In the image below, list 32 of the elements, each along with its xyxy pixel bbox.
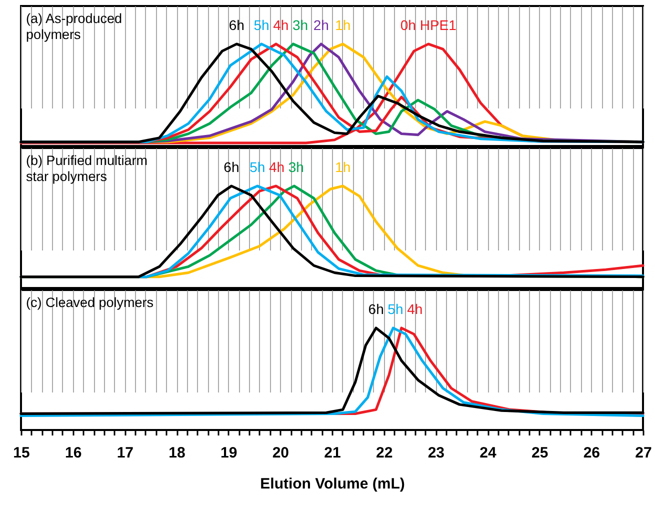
x-tick-label: 21 bbox=[324, 444, 341, 462]
series-label: 3h bbox=[292, 17, 308, 33]
x-tick-label: 19 bbox=[220, 444, 238, 462]
x-tick-label: 26 bbox=[583, 444, 600, 462]
x-tick-label: 23 bbox=[428, 444, 445, 462]
series-label: 5h bbox=[254, 17, 270, 33]
x-tick-label: 15 bbox=[13, 444, 30, 462]
x-tick-label: 18 bbox=[168, 444, 186, 462]
series-label: 6h bbox=[224, 159, 240, 175]
series-label: 1h bbox=[335, 17, 351, 33]
x-tick-label: 25 bbox=[531, 444, 548, 462]
x-tick-label: 20 bbox=[272, 444, 290, 462]
series-label: 5h bbox=[250, 159, 266, 175]
chart-title: (b) Purified multiarm star polymers bbox=[26, 153, 148, 184]
series-label: 6h bbox=[368, 301, 384, 317]
x-tick-label: 24 bbox=[480, 444, 497, 462]
x-tick-label: 17 bbox=[116, 444, 134, 462]
x-tick-label: 22 bbox=[376, 444, 393, 462]
series-label: 0h HPE1 bbox=[400, 17, 457, 33]
series-label: 5h bbox=[388, 301, 404, 317]
series-label: 6h bbox=[228, 17, 244, 33]
x-tick-label: 27 bbox=[635, 444, 652, 462]
chart-title: (a) As-produced polymers bbox=[26, 11, 122, 42]
x-tick-label: 16 bbox=[64, 444, 82, 462]
chart-title: (c) Cleaved polymers bbox=[26, 295, 154, 310]
series-label: 2h bbox=[313, 17, 329, 33]
series-label: 4h bbox=[407, 301, 423, 317]
x-axis-title: Elution Volume (mL) bbox=[260, 476, 405, 492]
series-label: 1h bbox=[335, 159, 351, 175]
series-label: 4h bbox=[268, 159, 285, 175]
series-label: 4h bbox=[273, 17, 289, 33]
series-label: 3h bbox=[288, 159, 304, 175]
